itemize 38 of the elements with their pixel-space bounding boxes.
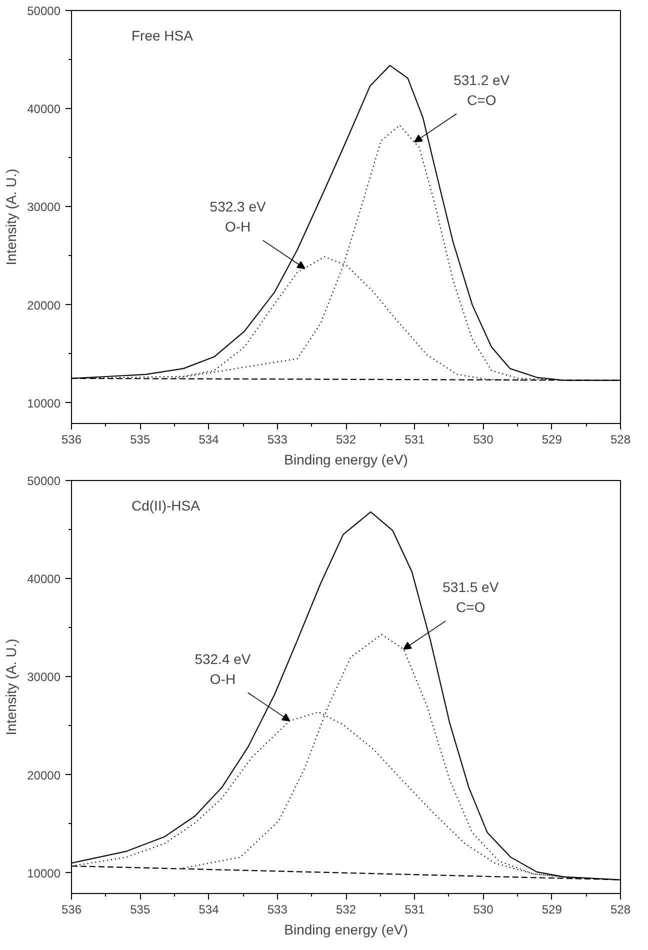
annotation: 531.2 eV C=O — [454, 72, 510, 108]
x-tick-label: 529 — [542, 902, 562, 916]
x-tick-label: 531 — [404, 902, 425, 916]
x-tick-label: 531 — [404, 432, 425, 446]
x-tick-label: 533 — [267, 432, 288, 446]
y-tick-label: 50000 — [27, 474, 61, 488]
text: Cd(II)-HSA — [132, 498, 201, 514]
x-tick-label: 535 — [130, 432, 150, 446]
x-tick-label: 528 — [610, 432, 631, 446]
annotation: 532.3 eV O-H — [210, 198, 267, 234]
x-tick-label: 530 — [473, 902, 494, 916]
x-tick-label: 532 — [336, 432, 356, 446]
y-tick-label: 50000 — [27, 4, 61, 18]
annotation: 531.5 eV C=O — [442, 579, 500, 616]
x-tick-label: 529 — [542, 432, 562, 446]
y-tick-label: 40000 — [27, 572, 61, 586]
y-tick-label: 30000 — [27, 200, 61, 214]
x-tick-label: 536 — [61, 902, 82, 916]
y-tick-label: 40000 — [27, 102, 61, 116]
y-tick-label: 20000 — [27, 768, 61, 782]
x-tick-label: 534 — [198, 902, 220, 916]
y-tick-label: 10000 — [27, 396, 61, 410]
y-tick-label: 30000 — [27, 670, 61, 684]
annotation: 532.4 eV O-H — [194, 650, 252, 687]
x-axis-title: Binding energy (eV) — [284, 922, 408, 938]
x-tick-label: 530 — [473, 432, 494, 446]
x-tick-label: 533 — [267, 902, 288, 916]
x-axis-title: Binding energy (eV) — [284, 452, 408, 468]
x-tick-label: 534 — [198, 432, 220, 446]
y-tick-label: 10000 — [27, 866, 61, 880]
x-tick-label: 532 — [336, 902, 356, 916]
x-tick-label: 535 — [130, 902, 150, 916]
x-tick-label: 528 — [610, 902, 631, 916]
y-axis-title: Intensity (A. U.) — [3, 168, 20, 266]
y-axis-title: Intensity (A. U.) — [3, 638, 20, 736]
x-tick-label: 536 — [61, 432, 82, 446]
y-tick-label: 20000 — [27, 298, 61, 312]
text: Free HSA — [132, 28, 194, 44]
